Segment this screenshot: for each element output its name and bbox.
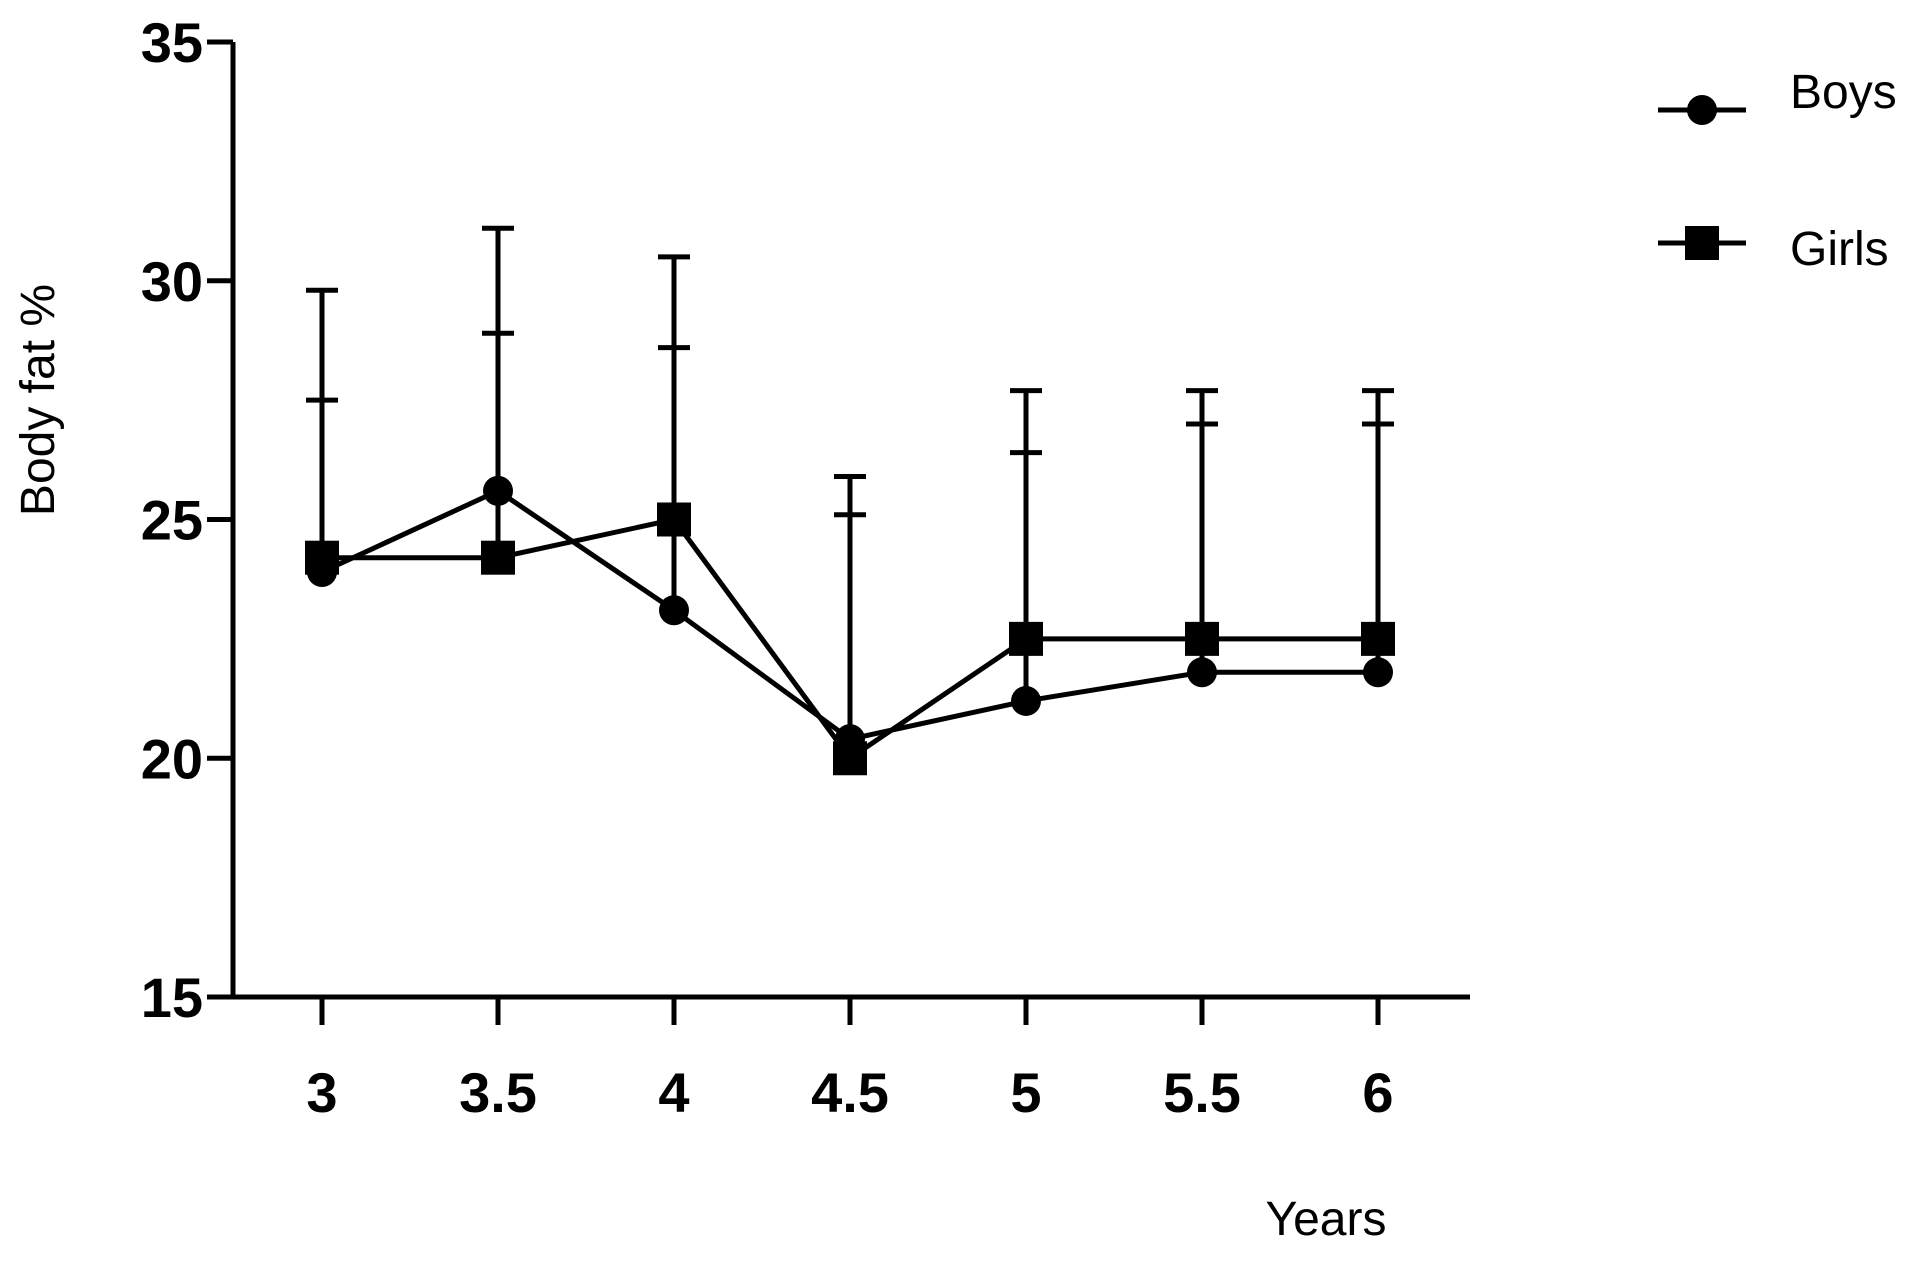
boys-point	[1363, 657, 1393, 688]
x-tick-label: 3	[306, 1061, 337, 1124]
girls-point	[481, 540, 515, 575]
legend-girls-label: Girls	[1790, 223, 1889, 276]
boys-point	[1187, 657, 1217, 688]
x-tick-label: 5	[1010, 1061, 1041, 1124]
y-tick-label: 25	[141, 489, 203, 552]
y-tick-label: 20	[141, 727, 203, 790]
legend-girls-marker	[1685, 226, 1719, 260]
x-ticks: 3 3.5 4 4.5 5 5.5 6	[306, 997, 1394, 1124]
y-axis-title: Body fat %	[12, 284, 65, 516]
x-tick-label: 3.5	[459, 1061, 537, 1124]
error-bars	[306, 225, 1394, 759]
boys-point	[1011, 685, 1041, 716]
x-tick-label: 4	[658, 1061, 689, 1124]
girls-point	[833, 741, 867, 776]
girls-point	[657, 502, 691, 537]
x-tick-label: 6	[1362, 1061, 1393, 1124]
girls-point	[1185, 621, 1219, 656]
girls-point	[1361, 621, 1395, 656]
x-tick-label: 4.5	[811, 1061, 889, 1124]
legend: Boys Girls	[1658, 66, 1897, 276]
y-tick-label: 35	[141, 11, 203, 74]
y-tick-label: 15	[141, 966, 203, 1029]
legend-boys-label: Boys	[1790, 66, 1897, 119]
series-markers	[305, 475, 1395, 776]
girls-point	[305, 540, 339, 575]
y-tick-label: 30	[141, 250, 203, 313]
y-ticks: 15 20 25 30 35	[141, 11, 233, 1029]
x-tick-label: 5.5	[1163, 1061, 1241, 1124]
girls-point	[1009, 621, 1043, 656]
boys-point	[659, 595, 689, 626]
legend-boys-marker	[1687, 95, 1717, 125]
x-axis-title: Years	[1266, 1193, 1387, 1246]
boys-point	[483, 475, 513, 506]
